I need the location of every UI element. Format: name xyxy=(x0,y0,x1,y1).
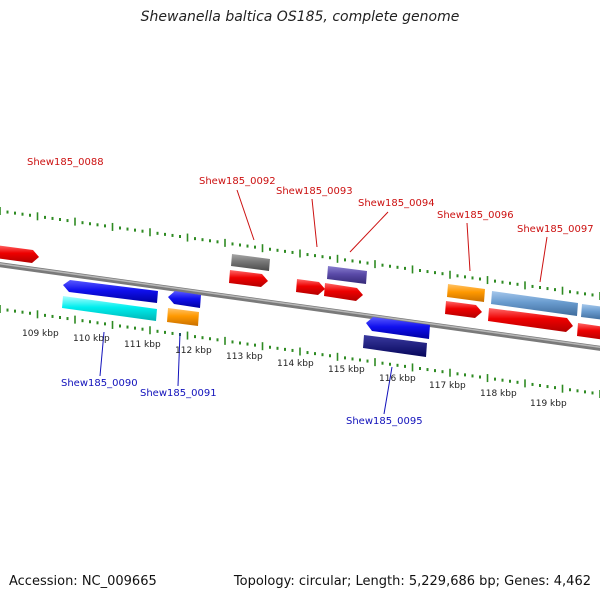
kbp-label: 115 kbp xyxy=(328,365,365,375)
genome-backbone xyxy=(0,262,600,351)
kbp-label: 119 kbp xyxy=(530,399,567,409)
gene-arrow-forward[interactable] xyxy=(231,254,270,271)
gene-label[interactable]: Shew185_0097 xyxy=(517,224,594,235)
gene-label[interactable]: Shew185_0088 xyxy=(27,157,104,168)
label-leader-lines xyxy=(99,189,548,415)
gene-arrow-forward[interactable] xyxy=(488,308,573,332)
kbp-label: 113 kbp xyxy=(226,352,263,362)
kbp-label: 112 kbp xyxy=(175,346,212,356)
kbp-label: 116 kbp xyxy=(379,374,416,384)
kbp-label: 110 kbp xyxy=(73,334,110,344)
gene-arrow-reverse[interactable] xyxy=(167,308,199,326)
gene-arrow-forward[interactable] xyxy=(445,301,482,318)
kbp-label: 114 kbp xyxy=(277,359,314,369)
gene-arrow-forward[interactable] xyxy=(577,323,600,340)
gene-arrow-forward[interactable] xyxy=(296,279,325,295)
leader-line xyxy=(383,366,393,415)
kbp-label: 109 kbp xyxy=(22,329,59,339)
gene-arrow-forward[interactable] xyxy=(491,291,578,316)
gene-arrow-forward[interactable] xyxy=(447,284,485,302)
gene-arrow-forward[interactable] xyxy=(581,304,600,320)
leader-line xyxy=(539,236,548,283)
kbp-scale-labels: 109 kbp 110 kbp 111 kbp 112 kbp 113 kbp 114 k… xyxy=(22,329,567,409)
leader-line xyxy=(466,222,471,272)
kbp-label: 111 kbp xyxy=(124,340,161,350)
upper-tick-track xyxy=(0,207,600,300)
leader-line xyxy=(236,189,255,241)
leader-line xyxy=(311,198,318,248)
gene-arrow-reverse[interactable] xyxy=(366,317,430,339)
leader-line xyxy=(177,332,181,387)
gene-arrow-forward[interactable] xyxy=(324,283,363,301)
gene-label[interactable]: Shew185_0092 xyxy=(199,176,276,187)
gene-label[interactable]: Shew185_0094 xyxy=(358,198,435,209)
gene-label[interactable]: Shew185_0090 xyxy=(61,378,138,389)
gene-arrow-reverse[interactable] xyxy=(62,296,157,321)
gene-arrow-forward[interactable] xyxy=(229,270,268,287)
gene-label[interactable]: Shew185_0091 xyxy=(140,388,217,399)
leader-line xyxy=(349,211,389,253)
gene-arrow-forward[interactable] xyxy=(0,245,39,263)
gene-arrow-reverse[interactable] xyxy=(363,335,427,357)
lower-tick-track xyxy=(0,305,600,398)
map-title: Shewanella baltica OS185, complete genom… xyxy=(140,9,460,25)
gene-label[interactable]: Shew185_0096 xyxy=(437,210,514,221)
gene-label[interactable]: Shew185_0095 xyxy=(346,416,423,427)
gene-arrow-forward[interactable] xyxy=(327,266,367,284)
gene-arrow-reverse[interactable] xyxy=(63,280,158,303)
gene-features xyxy=(0,245,600,357)
leader-line xyxy=(99,331,105,377)
kbp-label: 118 kbp xyxy=(480,389,517,399)
accession-text: Accession: NC_009665 xyxy=(9,574,157,589)
genome-summary: Topology: circular; Length: 5,229,686 bp… xyxy=(233,574,591,589)
kbp-label: 117 kbp xyxy=(429,381,466,391)
gene-arrow-reverse[interactable] xyxy=(168,291,201,308)
gene-label[interactable]: Shew185_0093 xyxy=(276,186,353,197)
